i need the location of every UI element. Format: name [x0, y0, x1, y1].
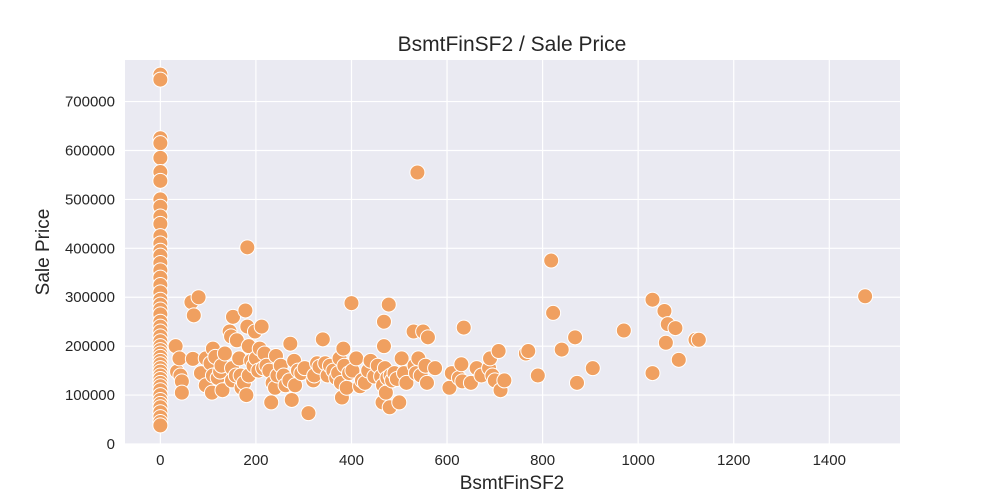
scatter-point — [238, 387, 255, 404]
scatter-point — [615, 322, 632, 339]
scatter-point — [152, 417, 169, 434]
scatter-point — [567, 329, 584, 346]
scatter-point — [453, 356, 470, 373]
scatter-point — [152, 172, 169, 189]
scatter-point — [667, 320, 684, 337]
scatter-point — [380, 296, 397, 313]
y-tick-label: 500000 — [65, 191, 115, 208]
scatter-point — [656, 302, 673, 319]
y-tick-label: 200000 — [65, 338, 115, 355]
scatter-point — [314, 331, 331, 348]
x-tick-label: 200 — [243, 452, 268, 469]
scatter-point — [644, 291, 661, 308]
x-tick-label: 1000 — [621, 452, 654, 469]
scatter-point — [545, 304, 562, 321]
scatter-point — [300, 405, 317, 422]
y-tick-label: 400000 — [65, 240, 115, 257]
scatter-point — [190, 289, 207, 306]
scatter-point — [263, 394, 280, 411]
scatter-point — [543, 252, 560, 269]
scatter-point — [282, 335, 299, 352]
scatter-point — [214, 382, 231, 399]
y-tick-label: 700000 — [65, 94, 115, 111]
scatter-point — [690, 331, 707, 348]
scatter-point — [237, 302, 254, 319]
scatter-point — [657, 334, 674, 351]
scatter-point — [490, 343, 507, 360]
scatter-point — [398, 374, 415, 391]
scatter-point — [569, 374, 586, 391]
scatter-point — [409, 164, 426, 181]
scatter-point — [348, 350, 365, 367]
x-tick-label: 1200 — [717, 452, 750, 469]
scatter-point — [644, 365, 661, 382]
x-axis-label: BsmtFinSF2 — [460, 473, 565, 494]
data-points — [152, 66, 874, 434]
scatter-point — [152, 149, 169, 166]
scatter-point — [185, 307, 202, 324]
y-tick-label: 300000 — [65, 289, 115, 306]
scatter-point — [253, 318, 270, 335]
scatter-point — [553, 341, 570, 358]
scatter-point — [171, 350, 188, 367]
scatter-point — [283, 391, 300, 408]
scatter-point — [427, 360, 444, 377]
scatter-point — [216, 345, 233, 362]
y-tick-label: 600000 — [65, 142, 115, 159]
scatter-point — [239, 239, 256, 256]
y-tick-label: 100000 — [65, 387, 115, 404]
x-tick-label: 800 — [530, 452, 555, 469]
y-axis-label: Sale Price — [33, 209, 54, 296]
scatter-point — [338, 379, 355, 396]
scatter-point — [857, 288, 874, 305]
scatter-point — [584, 360, 601, 377]
x-tick-label: 400 — [339, 452, 364, 469]
scatter-point — [152, 135, 169, 152]
scatter-point — [529, 367, 546, 384]
scatter-point — [224, 308, 241, 325]
x-tick-label: 1400 — [813, 452, 846, 469]
scatter-point — [375, 338, 392, 355]
y-tick-labels: 0 100000 200000 300000 400000 500000 600000 700… — [65, 94, 115, 453]
scatter-point — [335, 340, 352, 357]
scatter-point — [520, 343, 537, 360]
x-tick-label: 0 — [156, 452, 164, 469]
scatter-point — [670, 351, 687, 368]
chart-title: BsmtFinSF2 / Sale Price — [398, 33, 627, 56]
scatter-point — [343, 295, 360, 312]
scatter-point — [418, 374, 435, 391]
scatter-point — [391, 394, 408, 411]
scatter-point — [419, 329, 436, 346]
x-tick-labels: 0 200 400 600 800 1000 1200 1400 — [156, 452, 846, 469]
scatter-point — [173, 384, 190, 401]
x-tick-label: 600 — [435, 452, 460, 469]
scatter-point — [152, 71, 169, 88]
grid-lines — [125, 60, 900, 445]
scatter-point — [375, 313, 392, 330]
scatter-point — [496, 372, 513, 389]
scatter-point — [455, 319, 472, 336]
y-tick-label: 0 — [107, 436, 115, 453]
